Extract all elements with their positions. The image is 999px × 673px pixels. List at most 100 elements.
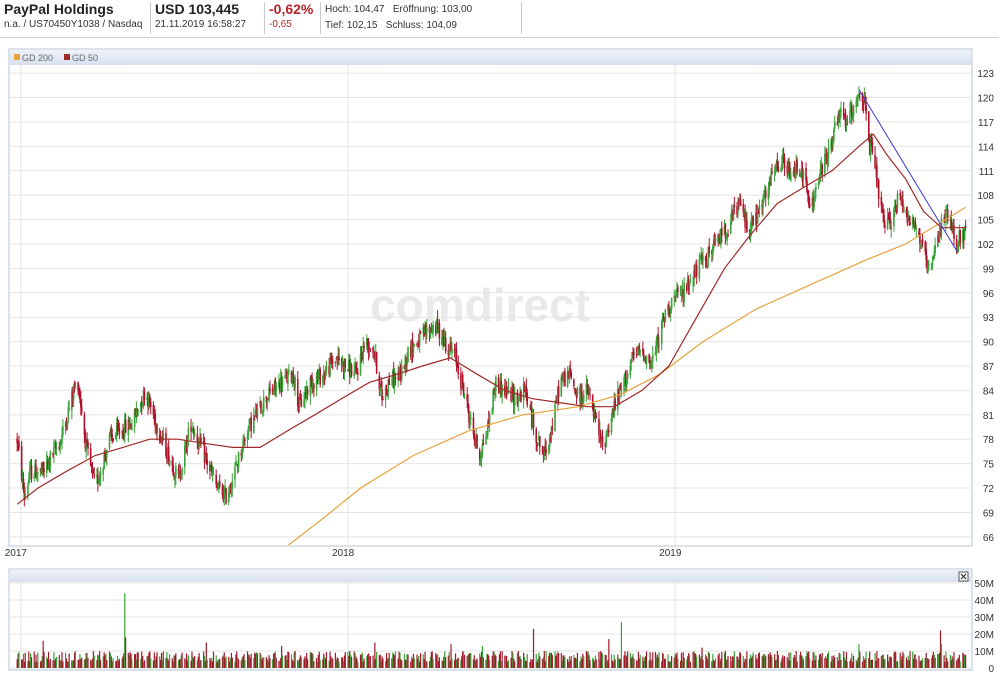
volume-bar xyxy=(260,654,262,668)
volume-bar xyxy=(128,654,130,668)
volume-tick-label: 10M xyxy=(975,647,994,658)
candle-body xyxy=(266,400,269,404)
candle-body xyxy=(23,490,26,499)
volume-bar xyxy=(525,660,527,668)
volume-bar xyxy=(918,655,920,668)
volume-bar xyxy=(748,658,751,668)
candle-body xyxy=(109,430,112,434)
volume-bar xyxy=(161,660,163,668)
candle-body xyxy=(468,410,470,423)
candle-body xyxy=(655,339,658,355)
candle-body xyxy=(680,291,683,295)
volume-bar xyxy=(374,642,376,668)
candle-body xyxy=(940,218,943,235)
candle-body xyxy=(925,249,927,260)
volume-bar xyxy=(17,653,19,668)
candle-body xyxy=(86,439,88,443)
volume-bar xyxy=(231,657,233,668)
candle-body xyxy=(455,349,458,366)
y-tick-label: 69 xyxy=(983,508,995,519)
volume-bar xyxy=(532,659,534,668)
volume-bar xyxy=(455,659,458,668)
candle-body xyxy=(909,222,911,226)
volume-bar xyxy=(403,653,406,668)
volume-bar xyxy=(337,658,339,668)
volume-bar xyxy=(636,660,639,668)
volume-bar xyxy=(33,651,35,668)
header-divider xyxy=(150,2,151,34)
volume-bar xyxy=(556,654,558,668)
candle-body xyxy=(149,396,151,404)
volume-bar xyxy=(462,651,464,668)
candle-body xyxy=(664,310,667,323)
candle-body xyxy=(792,170,795,176)
volume-bar xyxy=(750,657,752,668)
candle-body xyxy=(403,365,406,369)
candle-body xyxy=(17,441,19,444)
volume-bar xyxy=(30,657,33,668)
candle-body xyxy=(147,396,149,407)
volume-bar xyxy=(680,652,683,668)
volume-bar xyxy=(237,659,240,668)
volume-bar xyxy=(240,660,242,668)
volume-bar xyxy=(751,655,753,668)
volume-bar xyxy=(649,652,651,668)
volume-bar xyxy=(160,659,162,668)
candle-body xyxy=(955,238,958,252)
candle-body xyxy=(18,442,20,448)
candle-body xyxy=(22,478,25,490)
candle-body xyxy=(566,371,569,387)
volume-bar xyxy=(783,657,785,668)
volume-bar xyxy=(952,658,954,668)
volume-bar xyxy=(719,661,721,668)
volume-bar xyxy=(601,653,604,668)
candle-body xyxy=(889,218,892,229)
volume-bar xyxy=(744,658,746,668)
volume-bar xyxy=(250,653,252,668)
volume-bar xyxy=(774,660,777,668)
volume-bar xyxy=(343,655,345,668)
volume-bar xyxy=(73,652,76,668)
candle-body xyxy=(601,436,604,443)
candle-body xyxy=(687,279,690,287)
volume-bar xyxy=(600,651,602,668)
volume-bar xyxy=(102,656,104,668)
candle-body xyxy=(380,382,382,388)
volume-bar xyxy=(481,645,484,668)
volume-bar xyxy=(187,655,189,668)
candle-body xyxy=(927,263,929,270)
candle-body xyxy=(409,346,412,357)
candle-body xyxy=(280,378,283,389)
volume-bar xyxy=(769,652,771,668)
candle-body xyxy=(71,390,73,411)
volume-bar xyxy=(506,661,509,668)
candle-body xyxy=(840,109,842,112)
candle-body xyxy=(90,463,93,468)
candle-body xyxy=(77,382,79,391)
volume-bar xyxy=(757,653,760,668)
candle-body xyxy=(256,408,259,417)
candle-body xyxy=(623,377,625,392)
candle-body xyxy=(706,261,709,263)
volume-bar xyxy=(595,659,597,668)
candle-body xyxy=(46,461,49,463)
candle-body xyxy=(767,187,770,200)
volume-bar xyxy=(637,651,640,668)
candle-body xyxy=(166,447,169,458)
volume-bar xyxy=(68,653,70,668)
volume-bar xyxy=(162,651,164,668)
candle-body xyxy=(143,390,146,400)
volume-bar xyxy=(426,661,428,668)
volume-bar xyxy=(500,661,502,668)
volume-bar xyxy=(830,661,832,668)
volume-bar xyxy=(539,656,541,668)
volume-bar xyxy=(650,660,652,668)
candle-body xyxy=(877,179,880,199)
candle-body xyxy=(129,423,131,429)
candle-body xyxy=(934,245,936,253)
volume-close-button[interactable] xyxy=(958,571,969,582)
volume-bar xyxy=(141,651,143,668)
candle-body xyxy=(337,354,339,362)
candle-body xyxy=(946,209,949,222)
volume-bar xyxy=(620,622,622,668)
